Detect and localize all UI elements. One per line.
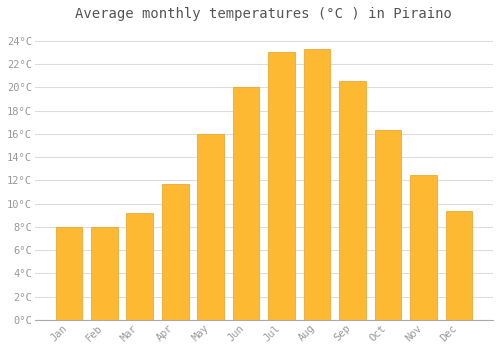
Bar bbox=[410, 175, 437, 320]
Bar bbox=[233, 87, 260, 320]
Bar bbox=[91, 227, 118, 320]
Bar bbox=[198, 134, 224, 320]
Bar bbox=[374, 130, 402, 320]
Bar bbox=[446, 211, 472, 320]
Bar bbox=[304, 49, 330, 320]
Bar bbox=[162, 184, 188, 320]
Title: Average monthly temperatures (°C ) in Piraino: Average monthly temperatures (°C ) in Pi… bbox=[76, 7, 452, 21]
Bar bbox=[56, 227, 82, 320]
Bar bbox=[268, 52, 295, 320]
Bar bbox=[126, 213, 153, 320]
Bar bbox=[339, 82, 366, 320]
